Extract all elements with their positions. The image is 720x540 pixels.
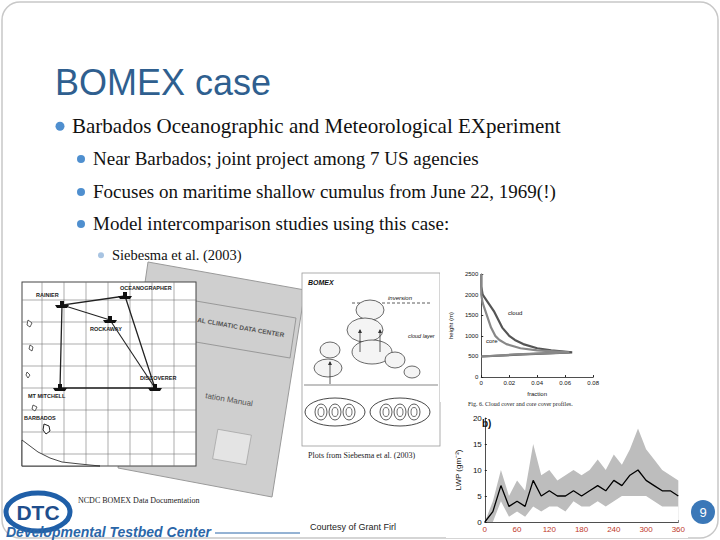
svg-text:MT MITCHELL: MT MITCHELL (28, 393, 66, 399)
svg-text:cloud layer: cloud layer (408, 333, 436, 339)
svg-text:1500: 1500 (465, 312, 479, 318)
svg-text:20: 20 (473, 414, 482, 423)
svg-text:0: 0 (483, 525, 488, 534)
svg-text:0: 0 (480, 380, 484, 386)
svg-text:0.08: 0.08 (587, 380, 599, 386)
svg-text:b): b) (482, 418, 491, 429)
svg-text:240: 240 (607, 525, 621, 534)
svg-text:tation Manual: tation Manual (205, 391, 254, 408)
svg-text:1000: 1000 (465, 333, 479, 339)
svg-text:Model intercomparison studies: Model intercomparison studies using this… (93, 213, 449, 234)
svg-text:Barbados Oceanographic and Met: Barbados Oceanographic and Meteorologica… (72, 114, 561, 138)
svg-text:Focuses on maritime shallow cu: Focuses on maritime shallow cumulus from… (93, 181, 556, 203)
svg-text:2500: 2500 (465, 271, 479, 277)
svg-text:RAINIER: RAINIER (36, 292, 59, 298)
svg-text:AL CLIMATIC DATA CENTER: AL CLIMATIC DATA CENTER (197, 316, 285, 338)
svg-text:Siebesma et al. (2003): Siebesma et al. (2003) (112, 247, 242, 264)
svg-text:core: core (486, 338, 498, 344)
html-text:Fig. 6. Cloud cover and core c: Fig. 6. Cloud cover and core cover profi… (468, 401, 573, 407)
svg-text:0: 0 (475, 374, 479, 380)
svg-text:5: 5 (477, 492, 482, 501)
svg-text:cloud: cloud (508, 310, 522, 316)
svg-text:LWP (gm⁻²): LWP (gm⁻²) (454, 449, 463, 490)
svg-text:height (m): height (m) (448, 312, 454, 339)
svg-text:inversion: inversion (388, 295, 413, 301)
svg-text:180: 180 (575, 525, 589, 534)
svg-text:15: 15 (473, 440, 482, 449)
svg-text:0: 0 (477, 517, 482, 527)
svg-text:DTC: DTC (16, 501, 59, 524)
svg-text:60: 60 (513, 525, 522, 534)
svg-text:360: 360 (672, 525, 686, 534)
svg-text:OCEANOGRAPHER: OCEANOGRAPHER (120, 285, 172, 291)
svg-text:Near Barbados; joint project a: Near Barbados; joint project among 7 US … (93, 148, 479, 169)
svg-text:DISCOVERER: DISCOVERER (140, 375, 176, 381)
svg-text:120: 120 (543, 525, 557, 534)
svg-text:BOMEX case: BOMEX case (55, 62, 271, 103)
svg-text:500: 500 (468, 353, 479, 359)
svg-text:9: 9 (699, 505, 706, 520)
svg-text:Developmental Testbed Center: Developmental Testbed Center (6, 524, 212, 540)
svg-text:BOMEX: BOMEX (308, 279, 335, 286)
svg-text:2000: 2000 (465, 292, 479, 298)
svg-text:BARBADOS: BARBADOS (24, 415, 56, 421)
svg-text:0.06: 0.06 (559, 380, 571, 386)
svg-text:Plots from Siebesma et al. (20: Plots from Siebesma et al. (2003) (308, 451, 415, 460)
svg-text:0.04: 0.04 (531, 380, 543, 386)
svg-text:10: 10 (473, 466, 482, 475)
svg-text:0.02: 0.02 (503, 380, 515, 386)
svg-text:fraction: fraction (527, 391, 547, 397)
svg-text:ROCKAWAY: ROCKAWAY (90, 326, 122, 332)
svg-text:NCDC BOMEX Data Documentation: NCDC BOMEX Data Documentation (78, 496, 200, 505)
svg-text:Courtesy of Grant Firl: Courtesy of Grant Firl (310, 522, 396, 532)
svg-text:300: 300 (639, 525, 653, 534)
